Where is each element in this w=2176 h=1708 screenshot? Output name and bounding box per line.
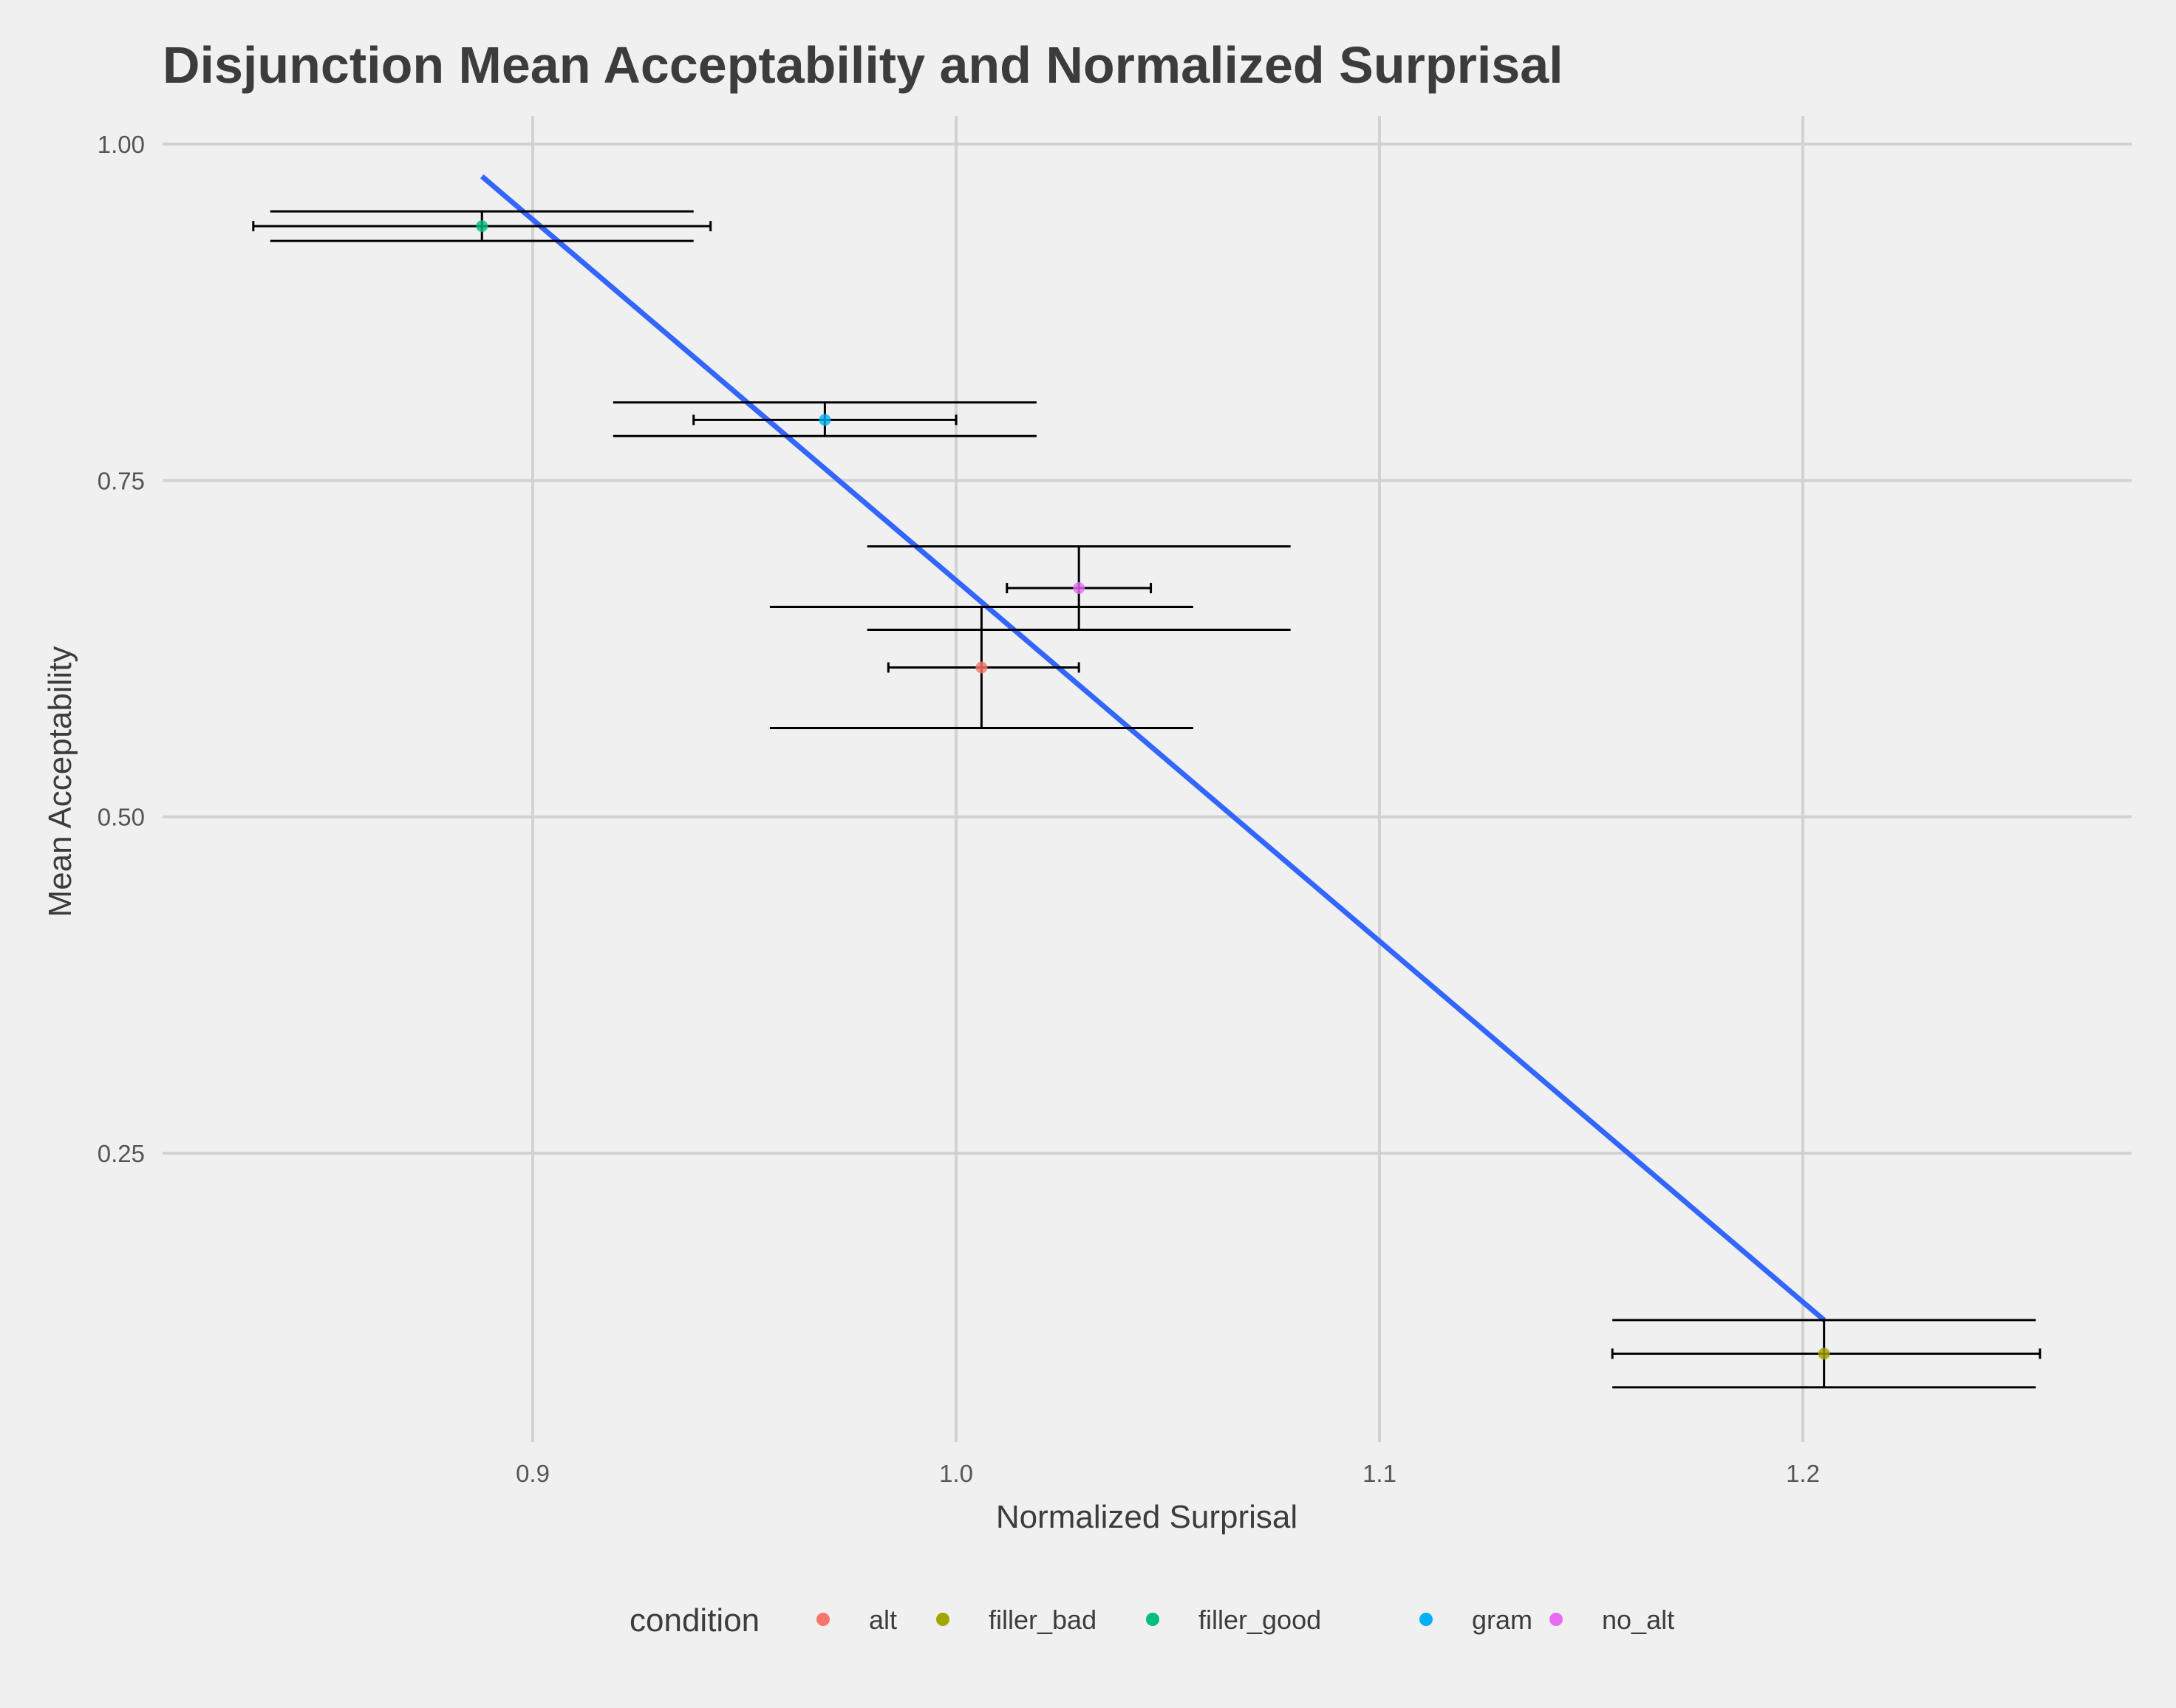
grid (163, 116, 2132, 1442)
legend-item-alt: alt (816, 1605, 897, 1635)
point-filler-bad (1818, 1347, 1830, 1360)
point-gram (819, 414, 831, 426)
legend-title: condition (630, 1602, 760, 1639)
y-tick-label: 1.00 (98, 131, 145, 158)
regression-line-layer (480, 174, 1826, 1322)
legend-label-gram: gram (1472, 1605, 1532, 1635)
y-tick-label: 0.25 (98, 1140, 145, 1167)
x-axis-title: Normalized Surprisal (996, 1499, 1297, 1535)
error-bars (252, 210, 2042, 1389)
legend-item-filler-good: filler_good (1146, 1605, 1321, 1635)
error-bars-alt (769, 606, 1193, 729)
y-tick-label: 0.75 (98, 467, 145, 494)
y-axis-title: Mean Acceptability (42, 646, 78, 918)
legend: condition alt filler_bad filler_good gram no… (630, 1602, 1674, 1639)
point-filler-good (476, 220, 488, 233)
legend-label-alt: alt (869, 1605, 897, 1635)
legend-key-no-alt (1549, 1613, 1563, 1626)
point-no-alt (1073, 582, 1085, 595)
legend-label-no-alt: no_alt (1602, 1605, 1674, 1635)
y-tick-labels: 0.25 0.50 0.75 1.00 (98, 131, 145, 1167)
legend-key-filler-bad (936, 1613, 949, 1626)
point-alt (975, 661, 988, 674)
chart-title: Disjunction Mean Acceptability and Norma… (163, 36, 1563, 94)
y-tick-label: 0.50 (98, 804, 145, 831)
legend-key-alt (816, 1613, 830, 1626)
x-tick-label: 0.9 (516, 1460, 550, 1487)
x-tick-labels: 0.9 1.0 1.1 1.2 (516, 1460, 1820, 1487)
legend-item-gram: gram (1419, 1605, 1532, 1635)
x-tick-label: 1.2 (1786, 1460, 1820, 1487)
legend-item-no-alt: no_alt (1549, 1605, 1674, 1635)
legend-item-filler-bad: filler_bad (936, 1605, 1096, 1635)
x-tick-label: 1.1 (1362, 1460, 1396, 1487)
regression-line (480, 174, 1826, 1322)
legend-key-filler-good (1146, 1613, 1159, 1626)
legend-items: alt filler_bad filler_good gram no_alt (816, 1605, 1674, 1635)
x-tick-label: 1.0 (939, 1460, 973, 1487)
legend-label-filler-good: filler_good (1198, 1605, 1321, 1635)
legend-key-gram (1419, 1613, 1433, 1626)
legend-label-filler-bad: filler_bad (989, 1605, 1096, 1635)
data-points (476, 220, 1830, 1360)
